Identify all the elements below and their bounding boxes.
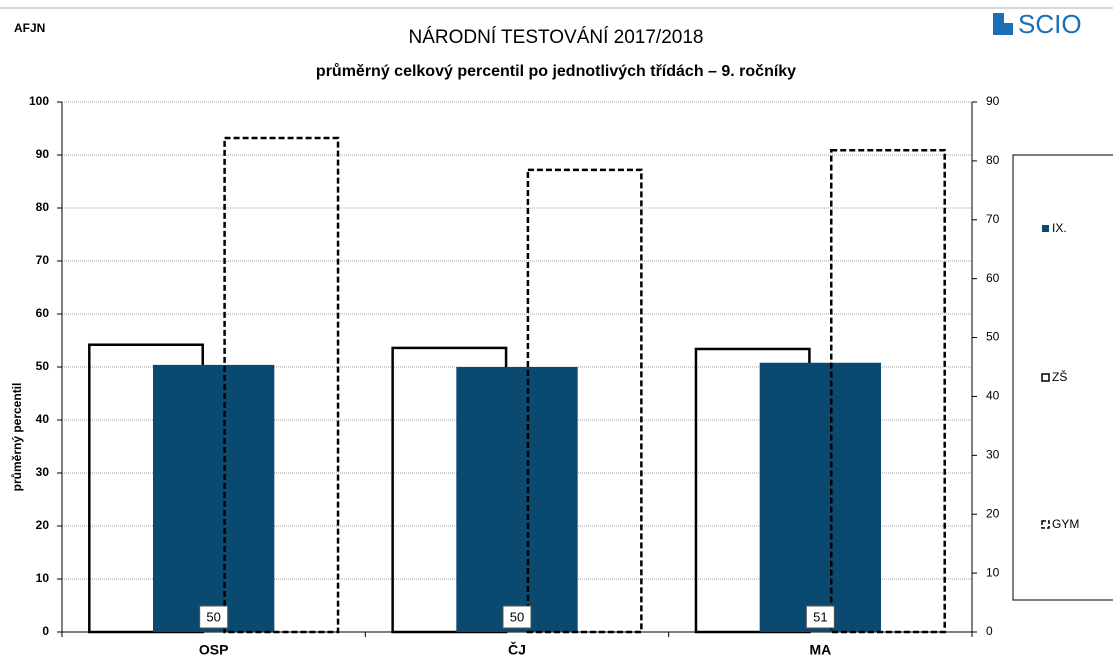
chart-subtitle: průměrný celkový percentil po jednotlivý… (316, 63, 796, 80)
x-tick-label: MA (809, 642, 831, 658)
bar (223, 136, 340, 634)
bar (526, 168, 643, 634)
logo-text: SCIO (1018, 9, 1082, 39)
y2-tick-label: 80 (986, 153, 1000, 167)
value-label: 50 (510, 609, 524, 624)
chart-title: NÁRODNÍ TESTOVÁNÍ 2017/2018 (409, 27, 704, 48)
y-tick-label: 50 (36, 359, 50, 373)
y-tick-label: 60 (36, 306, 50, 320)
y2-tick-label: 60 (986, 271, 1000, 285)
y-tick-label: 40 (36, 412, 50, 426)
y-axis-label: průměrný percentil (10, 383, 24, 492)
y2-tick-label: 30 (986, 448, 1000, 462)
y2-tick-label: 40 (986, 389, 1000, 403)
y-tick-label: 0 (42, 624, 49, 638)
legend-swatch (1041, 373, 1050, 382)
value-label-box (805, 605, 835, 629)
bar (759, 362, 881, 632)
value-label: 50 (206, 609, 220, 624)
value-label: 51 (813, 609, 827, 624)
y2-tick-label: 0 (986, 624, 993, 638)
y-tick-label: 90 (36, 147, 50, 161)
x-tick-label: ČJ (508, 641, 526, 658)
y-tick-label: 30 (36, 465, 50, 479)
logo-cut (1004, 13, 1013, 23)
bar (153, 364, 275, 632)
y-tick-label: 80 (36, 200, 50, 214)
y2-tick-label: 50 (986, 330, 1000, 344)
legend-swatch (1042, 225, 1049, 232)
y2-tick-label: 70 (986, 212, 1000, 226)
x-tick-label: OSP (199, 642, 229, 658)
legend-swatch (1041, 520, 1050, 529)
y2-tick-label: 90 (986, 94, 1000, 108)
legend-label: GYM (1052, 517, 1079, 531)
legend-label: IX. (1052, 221, 1067, 235)
legend-label: ZŠ (1052, 369, 1067, 384)
value-label-box (199, 605, 229, 629)
logo: SCIO (993, 9, 1082, 39)
bar (830, 148, 946, 634)
y2-tick-label: 10 (986, 565, 1000, 579)
y-tick-label: 70 (36, 253, 50, 267)
y2-tick-label: 20 (986, 506, 1000, 520)
y-tick-label: 100 (29, 94, 49, 108)
y-tick-label: 20 (36, 518, 50, 532)
legend-box (1012, 154, 1113, 601)
code: AFJN (14, 21, 45, 35)
bar (456, 367, 578, 632)
value-label-box (502, 605, 532, 629)
y-tick-label: 10 (36, 571, 50, 585)
